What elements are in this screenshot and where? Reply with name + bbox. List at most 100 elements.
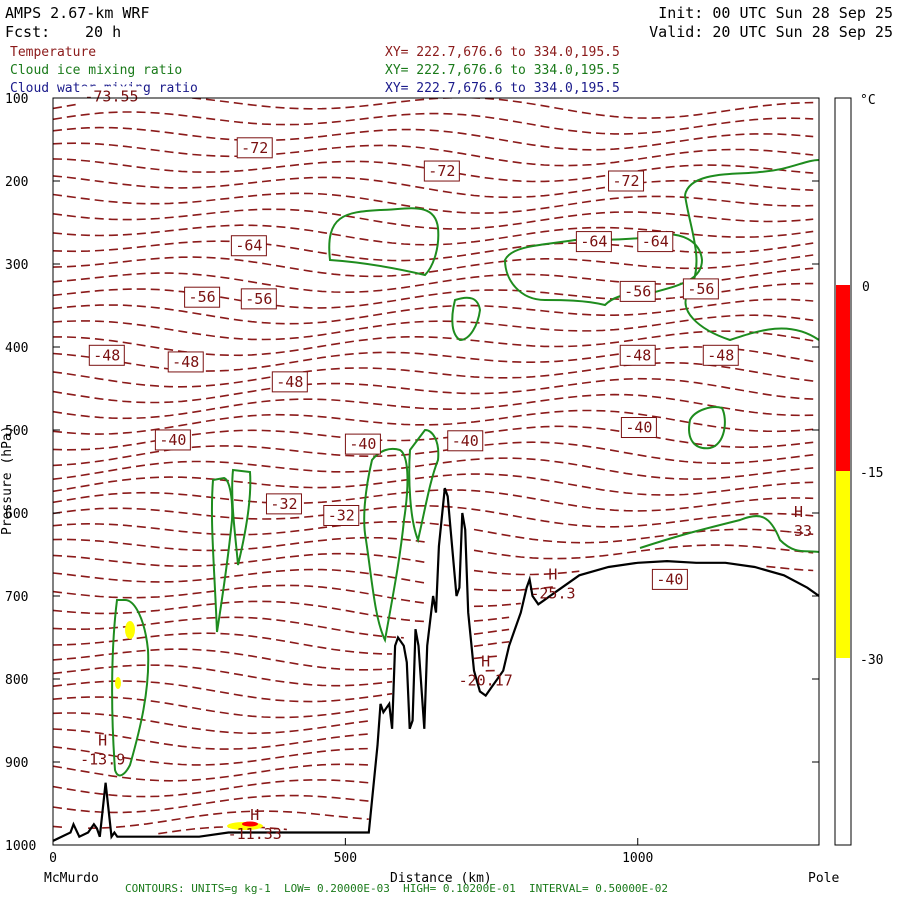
cloud-water-fill <box>115 621 263 830</box>
temperature-label-box <box>323 504 360 526</box>
colorbar-tick: -30 <box>860 653 883 668</box>
y-tick-label: 200 <box>5 175 28 190</box>
temperature-label: -48 <box>88 344 125 366</box>
isotherm <box>53 240 814 262</box>
x-axis-label: Distance (km) <box>390 871 492 886</box>
temperature-label: -40 <box>344 433 381 455</box>
isotherm <box>53 794 369 814</box>
forecast-label: Fcst: <box>5 23 51 41</box>
temperature-label-box <box>240 288 277 310</box>
isotherm <box>53 126 814 151</box>
isotherm <box>53 346 814 372</box>
x-left-endpoint: McMurdo <box>44 871 99 886</box>
colorbar-tick: 0 <box>862 280 870 295</box>
temperature-label-text: -56 <box>687 280 714 298</box>
isotherm <box>158 825 287 835</box>
isotherm <box>53 393 814 420</box>
init-time: Init: 00 UTC Sun 28 Sep 25 <box>658 4 893 22</box>
isotherm <box>53 810 369 829</box>
temperature-label-text: -40 <box>159 431 186 449</box>
isotherm <box>53 377 814 404</box>
cloud-ice-contours <box>111 159 819 777</box>
isotherm <box>53 536 814 560</box>
colorbar-band-red <box>836 285 850 471</box>
cloud-ice-contour <box>688 406 726 450</box>
extremum-value: -25.3 <box>530 584 575 602</box>
temperature-label-text: -72 <box>612 172 639 190</box>
y-tick-label: 800 <box>5 673 28 688</box>
temperature-label-text: -40 <box>349 435 376 453</box>
y-axis: 100 200 300 400 500 600 700 800 900 1000 <box>5 92 819 854</box>
isotherm <box>53 746 369 766</box>
temperature-label-box <box>619 344 656 366</box>
temperature-label-text: -40 <box>625 419 652 437</box>
temperature-label: -56 <box>682 278 719 300</box>
temperature-label: -48 <box>702 344 739 366</box>
temperature-label-text: -56 <box>189 288 216 306</box>
temperature-label-text: -72 <box>428 162 455 180</box>
x-tick-label: 500 <box>334 851 357 866</box>
cloud-water-patch <box>242 821 258 827</box>
temperature-label-box <box>271 371 308 393</box>
isotherm <box>53 489 814 512</box>
temperature-label: -72 <box>423 160 460 182</box>
isotherm <box>53 779 369 798</box>
isotherm <box>53 600 510 623</box>
legend-temperature: Temperature <box>10 45 97 60</box>
y-tick-label: 900 <box>5 756 28 771</box>
isotherm <box>53 409 814 435</box>
temperature-label-text: -48 <box>707 346 734 364</box>
cloud-ice-contour <box>639 515 819 553</box>
extrema-labels: H-13.9H-11.33H-20.17H-25.3H-33 <box>80 503 812 843</box>
cloud-ice-contour <box>451 296 482 342</box>
temperature-label-text: -48 <box>172 353 199 371</box>
temperature-label: -48 <box>271 371 308 393</box>
extremum-symbol: H <box>794 503 803 521</box>
temperature-label-text: -48 <box>624 346 651 364</box>
y-axis-label: Pressure (hPa) <box>0 425 15 535</box>
isotherm <box>53 314 814 341</box>
contour-info: CONTOURS: UNITS=g kg-1 LOW= 0.20000E-03 … <box>125 882 669 895</box>
temperature-label-text: -56 <box>624 282 651 300</box>
temperature-label-box <box>637 231 674 253</box>
extremum-symbol: H <box>250 806 259 824</box>
isotherm <box>53 192 814 214</box>
temperature-label: -32 <box>323 504 360 526</box>
isotherm <box>53 361 814 388</box>
temperature-label: -56 <box>619 280 656 302</box>
cloud-ice-contour <box>408 428 440 544</box>
isotherm <box>53 728 369 750</box>
isotherm <box>53 552 814 576</box>
temperature-contours <box>53 98 814 835</box>
temperature-label-box <box>344 433 381 455</box>
temperature-label-box <box>230 235 267 257</box>
y-tick-label: 700 <box>5 590 28 605</box>
isotherm <box>53 254 814 278</box>
colorbar-tick: -15 <box>860 466 883 481</box>
cloud-ice-contour <box>684 194 819 342</box>
temperature-label-text: -64 <box>642 233 669 251</box>
temperature-label-text: -64 <box>580 233 607 251</box>
x-axis: 0 500 1000 <box>49 838 653 866</box>
temperature-label-box <box>620 417 657 439</box>
temperature-label: -56 <box>240 288 277 310</box>
y-tick-label: 400 <box>5 341 28 356</box>
temperature-label-box <box>154 429 191 451</box>
legend-temperature-xy: XY= 222.7,676.6 to 334.0,195.5 <box>385 45 620 60</box>
colorbar-unit: °C <box>860 93 876 108</box>
temperature-label-text: -48 <box>93 346 120 364</box>
temperature-label: -48 <box>167 351 204 373</box>
isotherm <box>53 763 369 782</box>
cloud-ice-contour <box>231 468 252 566</box>
extremum-value: -20.17 <box>459 672 513 690</box>
temperature-label-box <box>619 280 656 302</box>
temperature-label: -40 <box>447 430 484 452</box>
temperature-label: -40 <box>154 429 191 451</box>
temperature-label-text: -64 <box>235 237 262 255</box>
temperature-label: -73.55 <box>80 86 143 107</box>
temperature-label-box <box>575 231 612 253</box>
isotherm <box>53 584 521 608</box>
temperature-labels: -73.55 -72 -72 -72 -64 -64 -64 -56 -56 -56 -56 -48 -… <box>80 86 739 590</box>
isotherm <box>53 457 814 480</box>
